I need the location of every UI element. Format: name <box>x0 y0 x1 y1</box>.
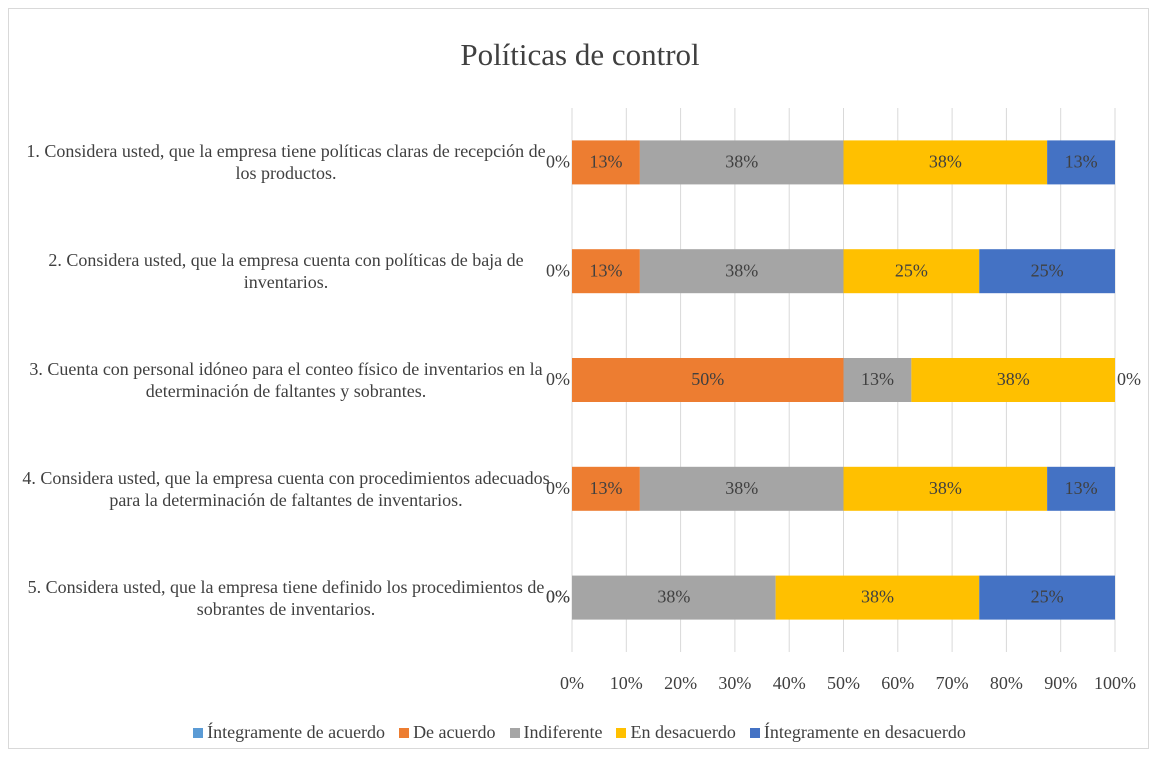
legend-item: Indiferente <box>509 722 603 743</box>
data-label: 38% <box>861 587 894 607</box>
x-tick-label: 10% <box>610 673 643 693</box>
legend-item: En desacuerdo <box>616 722 736 743</box>
data-label: 38% <box>725 260 758 280</box>
legend-label: De acuerdo <box>413 722 496 742</box>
bar-segment <box>843 358 912 402</box>
data-label: 25% <box>895 260 928 280</box>
legend-label: Íntegramente de acuerdo <box>207 722 386 742</box>
data-label: 38% <box>929 478 962 498</box>
x-tick-label: 20% <box>664 673 697 693</box>
bar-segment <box>639 249 844 294</box>
data-label: 25% <box>1031 587 1064 607</box>
bar-segment <box>843 140 1048 185</box>
data-label: 0% <box>546 478 570 498</box>
bar-segment <box>639 140 844 185</box>
category-label: 3. Cuenta con personal idóneo para el co… <box>29 359 543 401</box>
x-tick-label: 90% <box>1044 673 1077 693</box>
data-label: 13% <box>589 478 622 498</box>
data-label: 25% <box>1031 260 1064 280</box>
legend-label: Indiferente <box>523 722 603 742</box>
data-label: 0% <box>546 152 570 172</box>
legend-item: De acuerdo <box>399 722 496 743</box>
data-label: 13% <box>1065 152 1098 172</box>
bar-segment <box>1047 466 1115 511</box>
legend-swatch <box>193 727 204 738</box>
bar-segment <box>775 575 980 620</box>
data-label: 0% <box>546 369 570 389</box>
legend-label: En desacuerdo <box>630 722 736 742</box>
x-tick-label: 0% <box>560 673 584 693</box>
legend-label: Íntegramente en desacuerdo <box>763 722 966 742</box>
bar-segment <box>979 249 1115 294</box>
data-label: 38% <box>725 152 758 172</box>
data-label: 0% <box>546 587 570 607</box>
x-tick-label: 80% <box>990 673 1023 693</box>
data-label: 50% <box>691 369 724 389</box>
legend-swatch <box>749 727 760 738</box>
x-tick-label: 60% <box>881 673 914 693</box>
data-label: 0% <box>546 260 570 280</box>
data-label: 13% <box>589 260 622 280</box>
bar-segment <box>572 575 776 620</box>
x-tick-label: 70% <box>936 673 969 693</box>
x-tick-label: 30% <box>718 673 751 693</box>
chart-title: Políticas de control <box>460 37 699 72</box>
chart-frame <box>8 8 1149 749</box>
data-label: 0% <box>1117 369 1141 389</box>
data-label: 38% <box>997 369 1030 389</box>
legend-item: Íntegramente de acuerdo <box>193 722 385 743</box>
bar-segment <box>572 249 640 294</box>
legend-swatch <box>399 727 410 738</box>
x-tick-label: 50% <box>827 673 860 693</box>
legend-item: Íntegramente en desacuerdo <box>749 722 966 743</box>
legend-swatch <box>616 727 627 738</box>
data-label: 38% <box>725 478 758 498</box>
legend-swatch <box>509 727 520 738</box>
bar-segment <box>572 466 640 511</box>
x-tick-label: 40% <box>773 673 806 693</box>
bar-segment <box>979 575 1115 620</box>
bar-segment <box>639 466 844 511</box>
bar-segment <box>843 466 1048 511</box>
x-tick-label: 100% <box>1094 673 1136 693</box>
data-label: 0% <box>546 587 570 607</box>
data-label: 38% <box>929 152 962 172</box>
legend: Íntegramente de acuerdo De acuerdo Indifer… <box>0 722 1159 743</box>
data-label: 13% <box>1065 478 1098 498</box>
category-label: 2. Considera usted, que la empresa cuent… <box>48 250 524 293</box>
bar-segment <box>911 358 1115 402</box>
bar-segment <box>572 358 844 402</box>
category-label: 5. Considera usted, que la empresa tiene… <box>27 576 545 619</box>
bar-segment <box>572 140 640 185</box>
bar-segment <box>1047 140 1115 185</box>
bar-segment <box>843 249 980 294</box>
data-label: 13% <box>589 152 622 172</box>
data-label: 38% <box>657 587 690 607</box>
category-label: 1. Considera usted, que la empresa tiene… <box>26 141 546 184</box>
category-label: 4. Considera usted, que la empresa cuent… <box>22 467 550 510</box>
data-label: 13% <box>861 369 894 389</box>
